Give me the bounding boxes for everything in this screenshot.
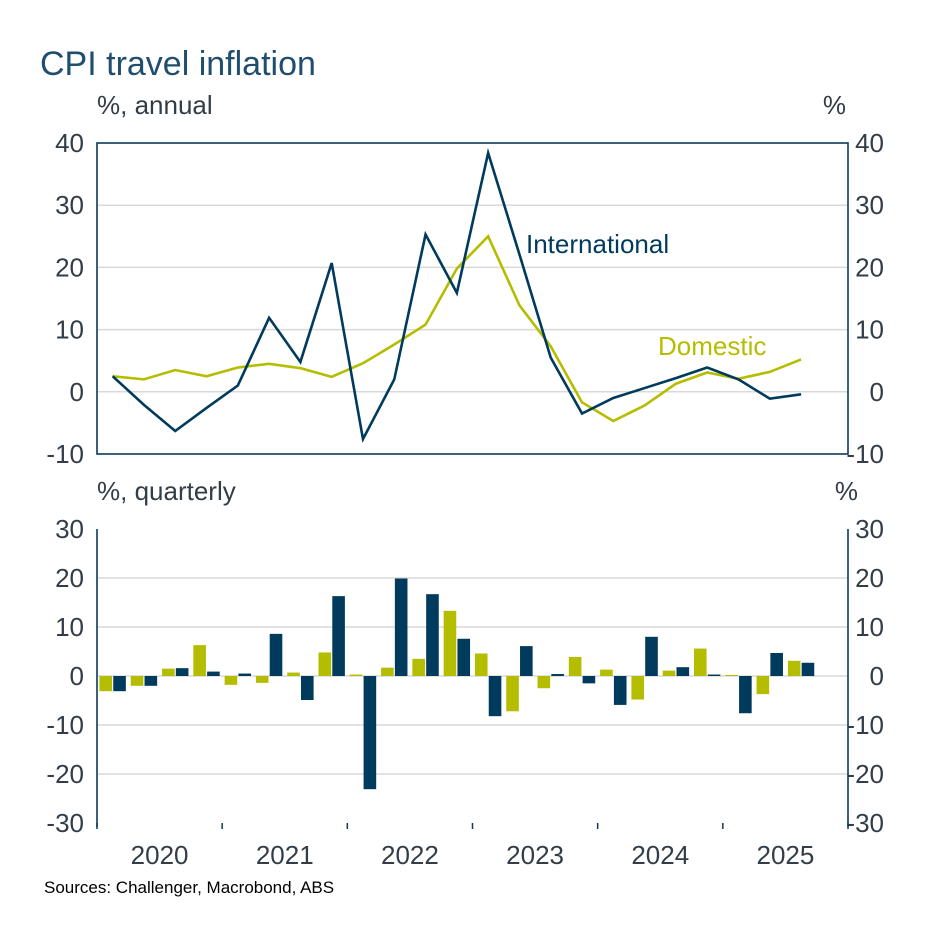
- bar-domestic: [349, 674, 363, 676]
- y-tick-right: 10: [855, 315, 884, 345]
- bar-domestic: [412, 658, 425, 676]
- bar-international: [457, 638, 471, 676]
- bar-domestic: [631, 676, 645, 700]
- bar-domestic: [318, 652, 332, 676]
- bar-domestic: [600, 669, 613, 676]
- bar-international: [551, 674, 564, 676]
- plot-frame: [96, 142, 849, 455]
- bar-domestic: [756, 676, 770, 695]
- bar-international: [394, 578, 408, 676]
- bar-domestic: [193, 645, 206, 676]
- y-tick-right: 20: [855, 563, 884, 593]
- y-tick-left: -10: [46, 439, 84, 469]
- bar-international: [207, 671, 220, 676]
- bar-international: [426, 594, 439, 676]
- bar-international: [332, 596, 345, 676]
- bar-international: [113, 676, 126, 692]
- bar-international: [801, 662, 815, 676]
- y-tick-left: -20: [46, 759, 84, 789]
- y-tick-left: 20: [55, 252, 84, 282]
- y-tick-right: 30: [855, 190, 884, 220]
- source-note: Sources: Challenger, Macrobond, ABS: [44, 878, 334, 897]
- top-unit-right: %: [823, 90, 846, 120]
- bar-domestic: [474, 653, 488, 676]
- y-tick-right: 30: [855, 514, 884, 544]
- bottom-unit-left: %, quarterly: [97, 476, 236, 506]
- bar-domestic: [568, 656, 582, 676]
- bar-international: [269, 633, 283, 676]
- y-tick-left: 0: [70, 377, 84, 407]
- y-tick-right: -10: [846, 439, 884, 469]
- y-tick-right: -30: [846, 808, 884, 838]
- legend-domestic: Domestic: [658, 331, 766, 361]
- bar-international: [238, 673, 252, 676]
- bar-domestic: [787, 660, 801, 676]
- bar-international: [144, 676, 158, 686]
- x-tick-label: 2025: [756, 840, 814, 870]
- y-tick-right: -10: [846, 710, 884, 740]
- series-line-domestic: [112, 234, 802, 423]
- y-tick-left: 0: [70, 661, 84, 691]
- y-tick-left: 30: [55, 514, 84, 544]
- bar-domestic: [537, 676, 551, 689]
- bar-international: [613, 676, 627, 705]
- bar-domestic: [662, 670, 676, 676]
- x-tick-label: 2021: [256, 840, 314, 870]
- y-tick-right: 0: [870, 661, 884, 691]
- y-tick-right: -20: [846, 759, 884, 789]
- x-tick-label: 2020: [131, 840, 189, 870]
- bottom-unit-right: %: [835, 476, 858, 506]
- bar-international: [770, 652, 783, 676]
- bar-domestic: [162, 668, 175, 676]
- y-tick-left: 20: [55, 563, 84, 593]
- bar-domestic: [725, 675, 738, 677]
- bar-international: [175, 668, 189, 676]
- bar-domestic: [287, 672, 300, 676]
- bar-international: [645, 636, 658, 676]
- y-tick-left: -30: [46, 808, 84, 838]
- series-line-international: [111, 147, 802, 444]
- bar-international: [676, 667, 690, 676]
- bar-international: [520, 646, 533, 676]
- top-unit-left: %, annual: [97, 90, 213, 120]
- y-tick-left: 40: [55, 128, 84, 158]
- y-tick-right: 10: [855, 612, 884, 642]
- bar-international: [363, 676, 377, 790]
- y-tick-left: -10: [46, 710, 84, 740]
- legend-international: International: [526, 229, 669, 259]
- y-tick-right: 40: [855, 128, 884, 158]
- bar-domestic: [443, 610, 457, 676]
- bar-domestic: [381, 667, 394, 676]
- bar-international: [739, 676, 752, 714]
- bar-domestic: [693, 648, 707, 676]
- bar-domestic: [130, 676, 144, 686]
- bar-international: [300, 676, 314, 701]
- bar-international: [488, 676, 502, 717]
- bar-international: [707, 674, 721, 676]
- y-tick-left: 10: [55, 612, 84, 642]
- y-tick-left: 30: [55, 190, 84, 220]
- x-tick-label: 2023: [506, 840, 564, 870]
- bar-domestic: [255, 676, 269, 683]
- chart-title: CPI travel inflation: [40, 45, 316, 83]
- bar-domestic: [506, 676, 519, 712]
- x-tick-label: 2024: [631, 840, 689, 870]
- bar-domestic: [99, 676, 113, 692]
- y-tick-left: 10: [55, 315, 84, 345]
- x-tick-label: 2022: [381, 840, 439, 870]
- bar-domestic: [224, 676, 238, 685]
- annual-line-chart: -10 -10 0 0 10 10 20 20 30 30 40 40: [46, 128, 884, 469]
- y-tick-right: 0: [870, 377, 884, 407]
- bar-international: [582, 676, 596, 684]
- y-tick-right: 20: [855, 252, 884, 282]
